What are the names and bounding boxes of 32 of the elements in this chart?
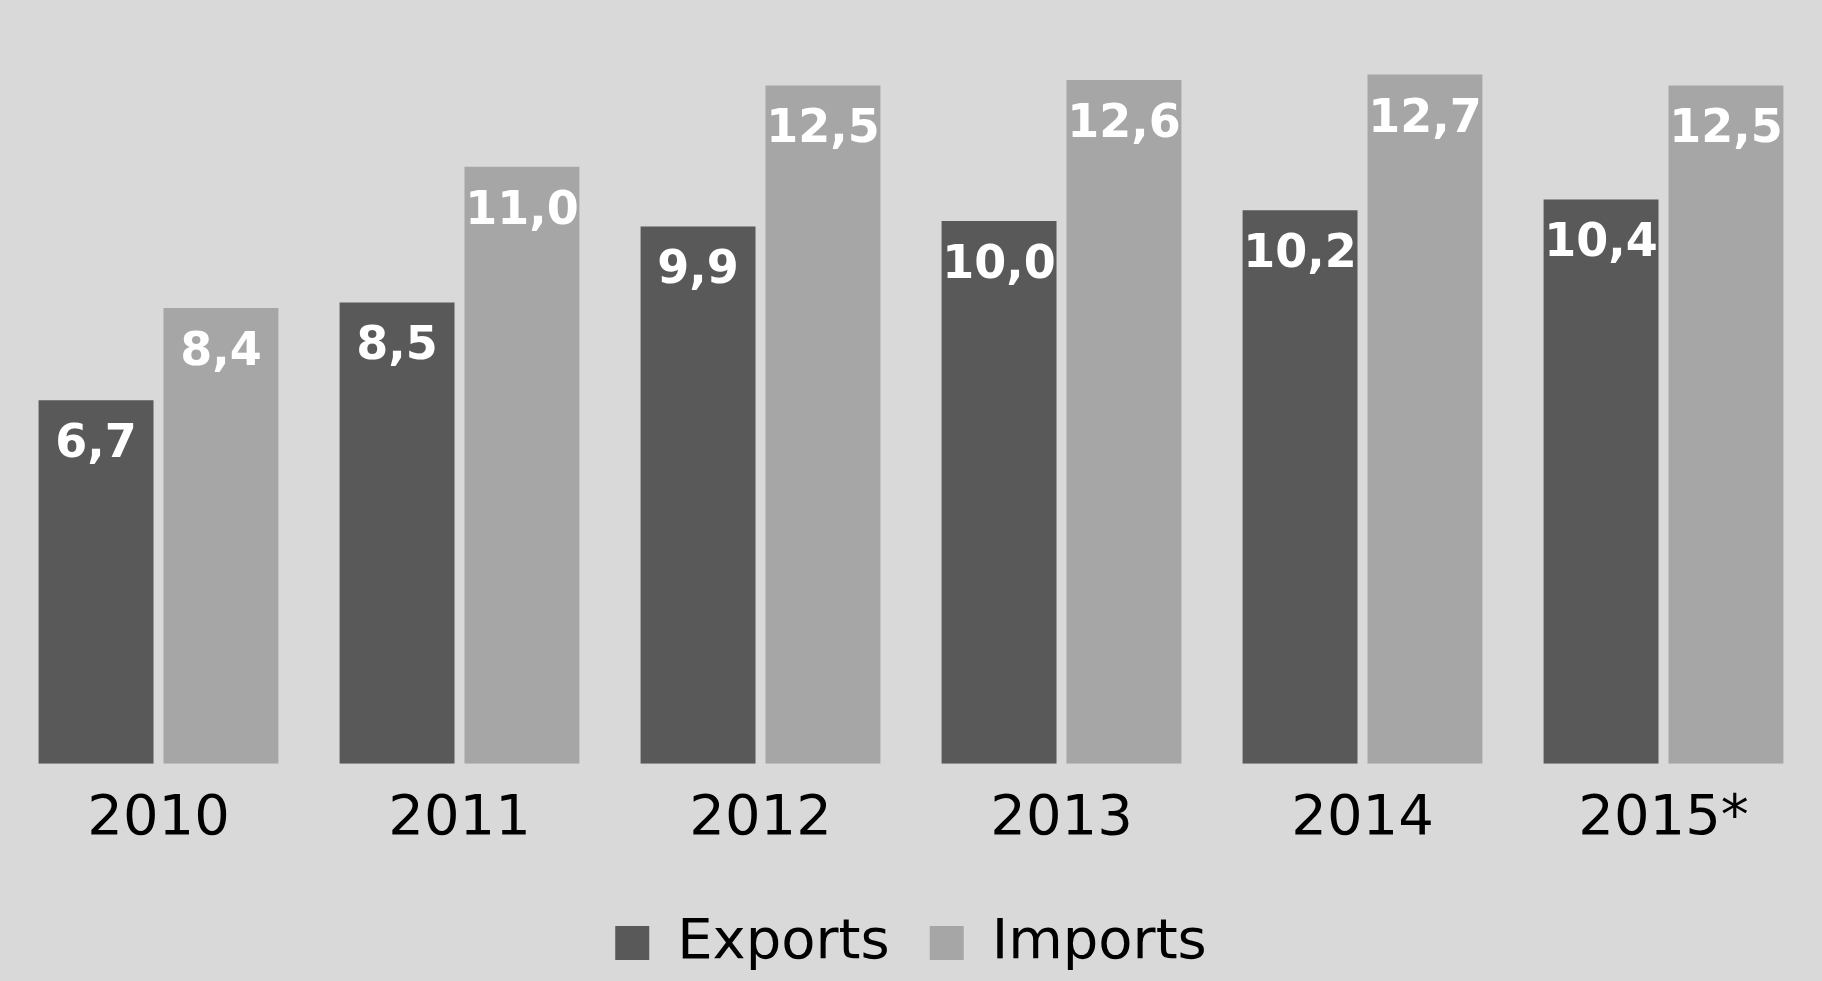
bar: [464, 166, 580, 764]
x-tick-label: 2014: [1291, 781, 1434, 847]
x-tick-label: 2012: [689, 781, 832, 847]
bar: [640, 226, 756, 764]
data-label: 10,2: [1243, 224, 1357, 279]
data-label: 8,4: [180, 321, 262, 376]
bar: [1066, 79, 1182, 764]
data-label: 10,4: [1544, 213, 1658, 268]
bar: [765, 85, 881, 764]
data-label: 11,0: [465, 180, 579, 235]
bar: [339, 302, 455, 764]
x-tick-label: 2015*: [1578, 781, 1749, 847]
bar: [1367, 74, 1483, 764]
data-label: 9,9: [657, 240, 739, 295]
x-tick-label: 2013: [990, 781, 1133, 847]
data-label: 12,7: [1368, 88, 1482, 143]
data-label: 8,5: [356, 316, 438, 371]
x-tick-label: 2011: [388, 781, 531, 847]
data-label: 12,5: [1669, 99, 1783, 154]
legend-label: Imports: [991, 905, 1207, 971]
data-label: 12,6: [1067, 93, 1181, 148]
bar: [163, 307, 279, 764]
data-label: 6,7: [55, 414, 137, 469]
bar: [1242, 210, 1358, 764]
bar: [941, 221, 1057, 764]
data-label: 10,0: [942, 235, 1056, 290]
bar: [1668, 85, 1784, 764]
data-label: 12,5: [766, 99, 880, 154]
x-tick-label: 2010: [87, 781, 230, 847]
legend-label: Exports: [677, 905, 890, 971]
bar: [1543, 199, 1659, 764]
bar: [38, 400, 154, 764]
